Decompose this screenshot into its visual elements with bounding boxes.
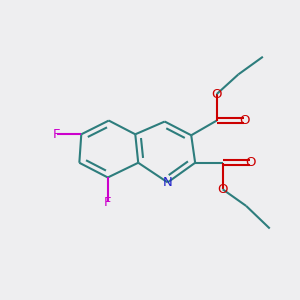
Text: N: N bbox=[163, 176, 172, 189]
Text: O: O bbox=[218, 183, 228, 196]
Text: O: O bbox=[212, 88, 222, 100]
Text: O: O bbox=[239, 114, 250, 127]
Text: F: F bbox=[53, 128, 61, 141]
Text: O: O bbox=[245, 156, 255, 169]
Text: F: F bbox=[104, 196, 112, 208]
